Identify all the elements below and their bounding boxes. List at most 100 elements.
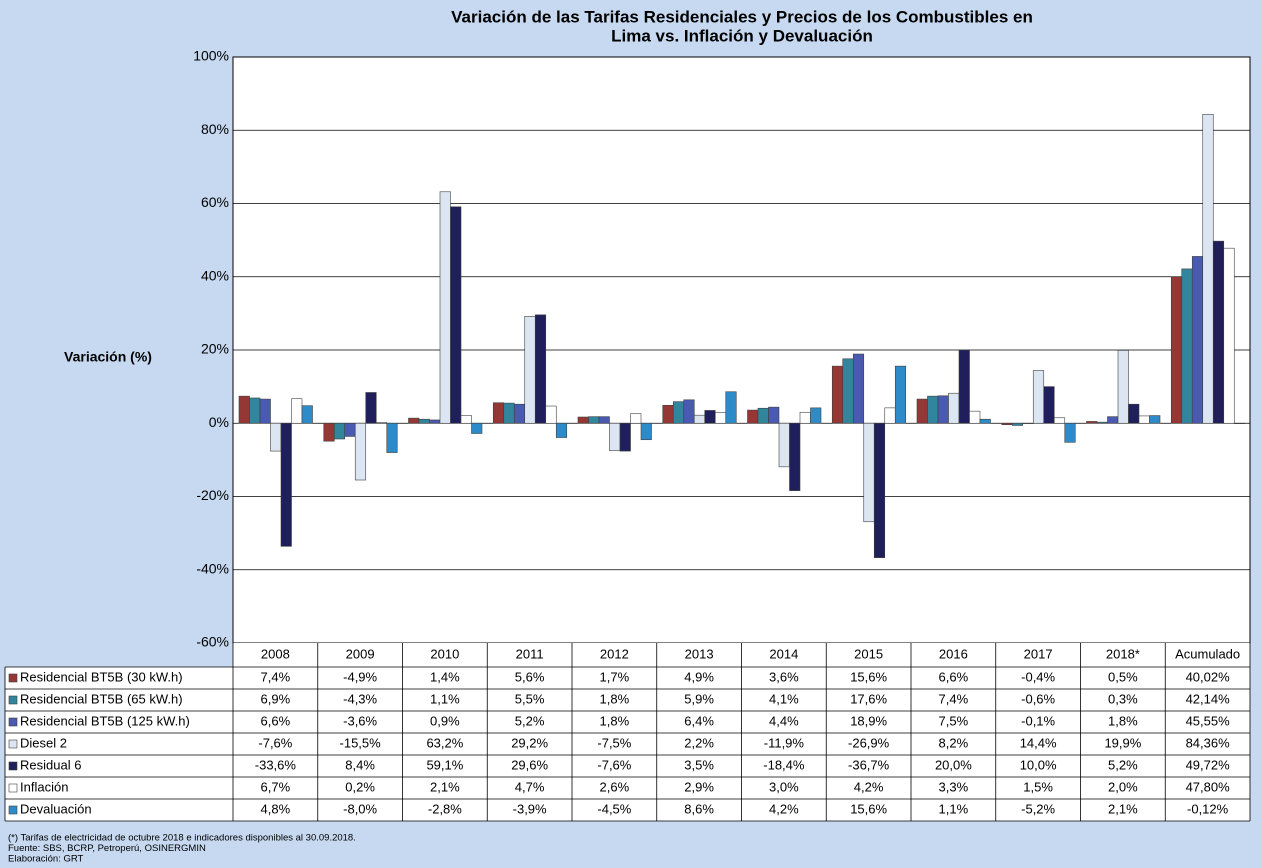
bar [948, 392, 960, 424]
table-cell: -3,6% [343, 713, 377, 728]
bar [1149, 415, 1161, 424]
table-cell: -7,5% [597, 735, 631, 750]
x-tick-label: 2018* [1106, 646, 1140, 661]
table-cell: 2,1% [430, 779, 460, 794]
bar [577, 416, 589, 424]
table-cell: 18,9% [850, 713, 887, 728]
table-cell: -15,5% [340, 735, 382, 750]
table-cell: 7,4% [939, 691, 969, 706]
table-cell: 6,9% [261, 691, 291, 706]
table-cell: 1,4% [430, 669, 460, 684]
table-cell: 4,8% [261, 801, 291, 816]
x-tick-label: 2010 [430, 646, 459, 661]
bar [683, 399, 695, 424]
table-cell: 8,6% [684, 801, 714, 816]
bar [1181, 268, 1193, 424]
y-tick-label: 40% [201, 267, 229, 283]
table-cell: 1,5% [1023, 779, 1053, 794]
y-tick-label: 0% [209, 414, 229, 430]
bar [291, 398, 303, 424]
table-cell: 49,72% [1186, 757, 1231, 772]
x-tick-label: Acumulado [1175, 646, 1240, 661]
table-cell: 8,2% [939, 735, 969, 750]
table-cell: 17,6% [850, 691, 887, 706]
table-cell: 84,36% [1186, 735, 1231, 750]
bar [831, 365, 844, 424]
bar [789, 422, 801, 491]
table-cell: 20,0% [935, 757, 972, 772]
table-cell: 5,2% [1108, 757, 1138, 772]
table-cell: 1,7% [600, 669, 630, 684]
bar [768, 406, 780, 424]
legend-label: Residencial BT5B (65 kW.h) [20, 691, 183, 706]
bar [852, 353, 865, 424]
bar [344, 422, 356, 437]
bar [969, 410, 981, 424]
bar [979, 418, 991, 424]
bar [1032, 370, 1045, 424]
table-cell: -2,8% [428, 801, 462, 816]
table-cell: 1,8% [600, 713, 630, 728]
bar [778, 422, 790, 468]
table-cell: 4,7% [515, 779, 545, 794]
legend-swatch [8, 717, 18, 727]
bar [588, 416, 600, 424]
legend-label: Residencial BT5B (30 kW.h) [20, 669, 183, 684]
table-cell: 5,2% [515, 713, 545, 728]
table-cell: -0,1% [1021, 713, 1055, 728]
legend-swatch [8, 673, 18, 683]
bar [301, 405, 313, 424]
bar [1138, 415, 1150, 424]
table-cell: 3,0% [769, 779, 799, 794]
table-cell: -36,7% [848, 757, 890, 772]
table-cell: 63,2% [426, 735, 463, 750]
x-tick-label: 2014 [769, 646, 798, 661]
table-cell: 2,0% [1108, 779, 1138, 794]
bar [1096, 421, 1108, 424]
table-cell: 2,2% [684, 735, 714, 750]
bar [630, 413, 642, 424]
bar [1128, 403, 1140, 424]
bar [238, 395, 250, 424]
bar [492, 402, 505, 424]
bar [693, 414, 706, 424]
bar [555, 422, 568, 438]
table-cell: 15,6% [850, 669, 887, 684]
bar [873, 422, 886, 558]
bar [725, 391, 737, 424]
table-cell: 4,1% [769, 691, 799, 706]
bar [1107, 416, 1119, 424]
bar [1086, 421, 1098, 424]
bar [1001, 422, 1013, 426]
table-cell: -26,9% [848, 735, 890, 750]
table-cell: -8,0% [343, 801, 377, 816]
table-cell: 2,6% [600, 779, 630, 794]
table-cell: 1,1% [430, 691, 460, 706]
footnote: (*) Tarifas de electricidad de octubre 2… [8, 833, 356, 844]
bar [503, 402, 515, 424]
table-cell: -4,3% [343, 691, 377, 706]
bar [704, 410, 716, 424]
y-tick-label: 100% [193, 48, 229, 64]
bar [640, 422, 652, 441]
bar [471, 422, 483, 434]
table-cell: 2,9% [684, 779, 714, 794]
bar [524, 316, 536, 424]
table-cell: 14,4% [1020, 735, 1057, 750]
legend-label: Devaluación [20, 801, 92, 816]
table-cell: -7,6% [258, 735, 292, 750]
table-cell: 42,14% [1186, 691, 1231, 706]
bar [672, 401, 685, 424]
bar [365, 392, 377, 424]
table-cell: -0,12% [1187, 801, 1229, 816]
table-cell: 2,1% [1108, 801, 1138, 816]
bar [863, 422, 875, 523]
table-cell: 6,6% [261, 713, 291, 728]
bar [894, 365, 907, 424]
table-cell: -4,9% [343, 669, 377, 684]
legend-label: Residencial BT5B (125 kW.h) [20, 713, 190, 728]
bar [916, 398, 928, 424]
bar [270, 422, 282, 452]
table-cell: 59,1% [426, 757, 463, 772]
bar [534, 314, 547, 424]
